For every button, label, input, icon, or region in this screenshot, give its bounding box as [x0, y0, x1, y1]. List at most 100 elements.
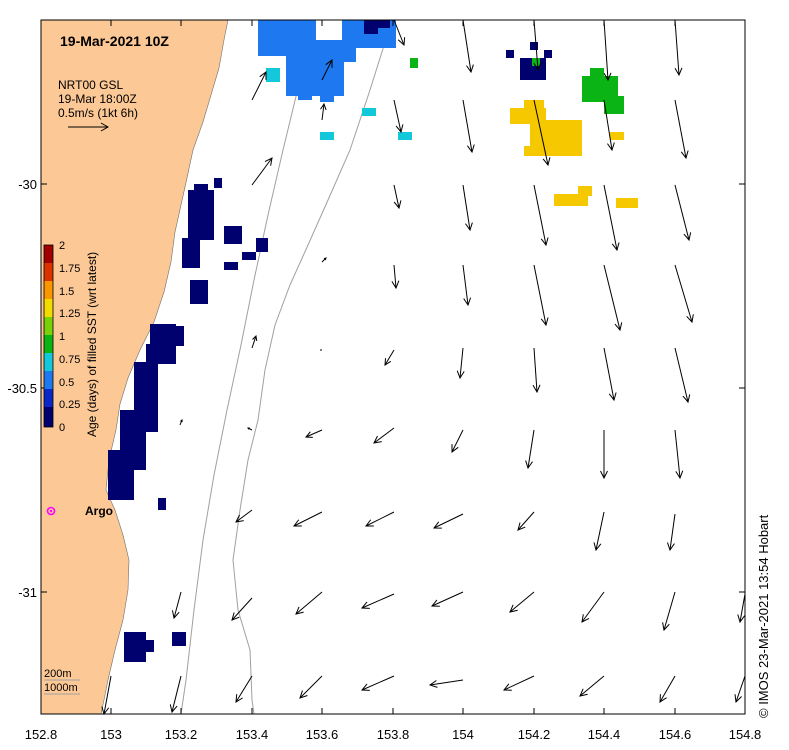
current-arrow [295, 591, 323, 615]
current-arrow [246, 427, 253, 431]
colorbar-tick-label: 1.25 [59, 308, 80, 320]
current-arrow [393, 184, 402, 210]
current-arrow [251, 157, 273, 186]
x-tick-label: 154.6 [659, 727, 692, 742]
current-arrow [659, 675, 676, 703]
argo-label: Argo [85, 504, 113, 518]
colorbar-tick-label: 1.75 [59, 263, 80, 275]
current-arrow [384, 349, 395, 366]
y-tick-label: -30 [18, 177, 37, 192]
current-arrow [428, 679, 464, 688]
current-arrow [533, 19, 542, 72]
current-arrow [393, 99, 404, 134]
current-arrow [667, 513, 676, 552]
current-arrow [321, 257, 327, 263]
x-tick-label: 153.4 [236, 727, 269, 742]
date-label: 19-Mar-2021 10Z [60, 33, 169, 49]
current-arrow [674, 99, 689, 160]
current-arrow [235, 675, 253, 703]
current-arrow [734, 675, 746, 704]
isobath-200m [180, 19, 316, 715]
current-arrow [533, 184, 549, 247]
current-arrow [593, 511, 605, 552]
current-arrow [603, 347, 617, 402]
current-arrow [432, 513, 464, 529]
x-tick-label: 154.8 [729, 727, 762, 742]
current-arrow [674, 184, 692, 242]
y-tick-label: -31 [18, 585, 37, 600]
current-arrow [603, 99, 615, 152]
x-tick-label: 153.2 [165, 727, 198, 742]
current-arrow [674, 264, 694, 324]
current-arrow [393, 19, 406, 47]
current-arrow [462, 99, 475, 154]
current-arrow [251, 71, 267, 101]
credit-label: © IMOS 23-Mar-2021 13:54 Hobart [756, 514, 771, 718]
current-arrow [674, 347, 691, 404]
contour-label-1000m: 1000m [44, 682, 78, 694]
current-arrow [581, 591, 605, 623]
current-arrow [603, 19, 612, 82]
current-arrow [179, 418, 183, 426]
current-arrow [674, 429, 684, 480]
land-mass [40, 19, 229, 715]
current-arrow [299, 675, 323, 699]
sst-pixel-layer [108, 20, 638, 662]
current-scale-label: 0.5m/s (1kt 6h) [58, 106, 138, 120]
current-arrow [600, 430, 608, 480]
current-arrow [321, 59, 333, 81]
colorbar-tick-label: 2 [59, 240, 65, 252]
current-datetime-label: 19-Mar 18:00Z [58, 92, 137, 106]
current-arrow [360, 593, 395, 609]
argo-marker [46, 506, 56, 516]
current-arrow [532, 347, 541, 394]
current-arrow [533, 264, 549, 327]
current-arrow [462, 184, 473, 232]
x-tick-label: 153.6 [306, 727, 339, 742]
x-tick-label: 154 [452, 727, 474, 742]
current-arrow [451, 429, 464, 453]
x-tick-label: 154.2 [518, 727, 551, 742]
current-arrow [603, 184, 620, 252]
current-arrow [462, 264, 472, 307]
scale-arrow [68, 122, 110, 132]
x-tick-label: 154.4 [588, 727, 621, 742]
current-arrow [391, 264, 400, 290]
current-arrow [373, 427, 395, 444]
current-arrow [235, 509, 253, 523]
x-tick-label: 153 [100, 727, 122, 742]
current-arrow [737, 593, 746, 624]
colorbar [43, 244, 54, 428]
current-arrow [171, 591, 182, 620]
current-product-label: NRT00 GSL [58, 78, 123, 92]
current-arrow [320, 102, 327, 121]
colorbar-tick-label: 0.25 [59, 399, 80, 411]
colorbar-tick-label: 1.5 [59, 286, 74, 298]
current-arrow [502, 675, 535, 691]
colorbar-title: Age (days) of filled SST (wrt latest) [85, 252, 99, 437]
current-arrow [360, 675, 395, 691]
current-arrow [533, 99, 551, 167]
current-arrow [525, 429, 535, 470]
current-arrow [603, 264, 623, 332]
current-arrow [509, 591, 535, 613]
colorbar-tick-label: 1 [59, 331, 65, 343]
current-arrow [251, 334, 258, 349]
current-arrow [231, 597, 253, 621]
x-tick-label: 152.8 [25, 727, 58, 742]
current-arrow [365, 511, 395, 527]
current-arrow [169, 675, 182, 714]
current-arrow [517, 511, 535, 531]
colorbar-tick-label: 0.5 [59, 377, 74, 389]
current-arrow [674, 19, 683, 77]
isobath-1000m [232, 19, 393, 715]
colorbar-tick-label: 0.75 [59, 354, 80, 366]
current-arrow [430, 591, 464, 607]
current-arrow [304, 429, 323, 438]
current-arrow [456, 347, 465, 380]
current-arrow [293, 511, 323, 527]
y-tick-label: -30.5 [7, 381, 37, 396]
axis-ticks [40, 20, 746, 714]
colorbar-tick-label: 0 [59, 422, 65, 434]
